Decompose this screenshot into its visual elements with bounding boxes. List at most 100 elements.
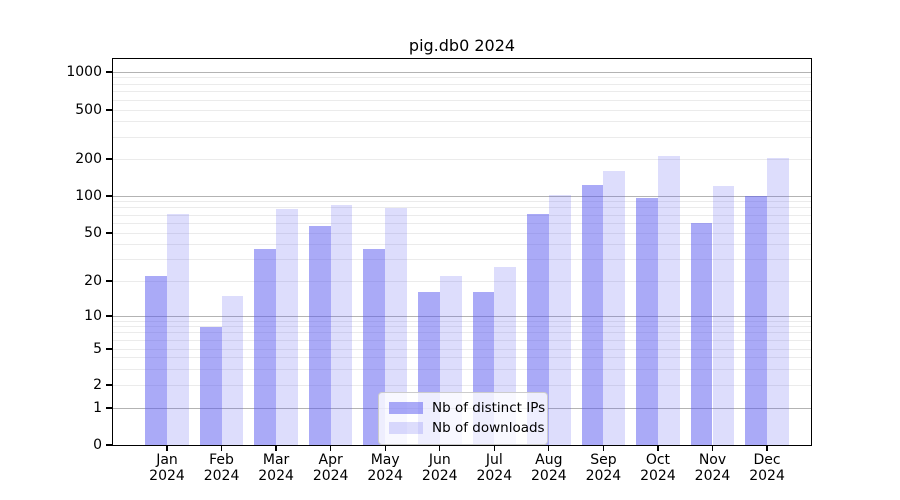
gridline-minor <box>113 109 811 111</box>
bar-downloads-sep <box>603 170 626 445</box>
legend: Nb of distinct IPs Nb of downloads <box>378 392 548 445</box>
bar-downloads-aug <box>548 194 571 445</box>
bar-ips-sep <box>581 184 604 445</box>
bar-downloads-jan <box>167 213 189 445</box>
legend-label-downloads: Nb of downloads <box>432 420 545 436</box>
y-axis-tick <box>106 232 112 234</box>
bar-ips-nov <box>690 223 713 445</box>
x-axis-tick <box>330 446 332 451</box>
y-tick-label: 1 <box>93 400 102 416</box>
x-axis-tick <box>384 446 386 451</box>
y-axis-tick <box>106 158 112 160</box>
bar-downloads-mar <box>276 209 298 445</box>
bar-ips-jan <box>145 276 167 445</box>
bar-ips-oct <box>636 198 658 445</box>
x-tick-label: Dec 2024 <box>749 452 785 484</box>
gridline-minor <box>113 232 811 234</box>
gridline-minor <box>113 201 811 203</box>
y-axis-tick <box>106 109 112 111</box>
y-tick-label: 0 <box>93 437 102 453</box>
gridline-major <box>113 71 811 73</box>
y-tick-label: 50 <box>84 225 102 241</box>
gridline-minor <box>113 348 811 350</box>
gridline-minor <box>113 136 811 138</box>
chart-title: pig.db0 2024 <box>408 36 516 55</box>
x-tick-label: Mar 2024 <box>258 452 294 484</box>
legend-swatch-downloads <box>389 422 423 434</box>
x-axis-tick <box>493 446 495 451</box>
gridline-minor <box>113 83 811 85</box>
y-axis-tick <box>106 407 112 409</box>
bar-ips-feb <box>199 326 222 445</box>
y-tick-label: 500 <box>75 102 102 118</box>
bar-ips-aug <box>527 213 549 445</box>
y-tick-label: 20 <box>84 273 102 289</box>
bar-ips-apr <box>308 226 331 445</box>
gridline-minor <box>113 368 811 370</box>
plot-border <box>112 58 812 446</box>
y-axis-tick <box>106 444 112 446</box>
gridline-minor <box>113 339 811 341</box>
bar-downloads-nov <box>712 186 735 445</box>
x-tick-label: Apr 2024 <box>312 452 349 484</box>
legend-label-distinct-ips: Nb of distinct IPs <box>432 400 546 416</box>
x-axis-tick <box>548 446 550 451</box>
gridline-minor <box>113 91 811 93</box>
y-tick-label: 2 <box>93 377 102 393</box>
y-tick-label: 200 <box>75 151 102 167</box>
legend-item-downloads: Nb of downloads <box>389 418 545 438</box>
y-tick-label: 10 <box>84 308 102 324</box>
x-axis-tick <box>711 446 714 451</box>
gridline-minor <box>113 384 811 386</box>
gridline-major <box>113 195 811 197</box>
gridline-minor <box>113 259 811 261</box>
gridline-minor <box>113 214 811 216</box>
x-axis-tick <box>220 446 223 451</box>
gridline-minor <box>113 332 811 334</box>
legend-item-distinct-ips: Nb of distinct IPs <box>389 398 545 418</box>
gridline-minor <box>113 77 811 79</box>
x-tick-label: Feb 2024 <box>203 452 240 484</box>
y-tick-label: 100 <box>75 188 102 204</box>
bar-ips-mar <box>254 248 277 445</box>
x-tick-label: Oct 2024 <box>640 452 676 484</box>
x-tick-label: Jul 2024 <box>476 452 513 484</box>
gridline-minor <box>113 121 811 123</box>
y-axis-tick <box>106 348 112 350</box>
gridline-minor <box>113 357 811 359</box>
x-tick-label: Nov 2024 <box>694 452 731 484</box>
gridline-minor <box>113 320 811 322</box>
y-axis-tick <box>106 71 112 73</box>
legend-swatch-distinct-ips <box>389 402 423 414</box>
gridline-minor <box>113 280 811 282</box>
x-axis-tick <box>602 446 605 451</box>
x-axis-tick <box>766 446 768 451</box>
bar-downloads-may <box>385 207 407 445</box>
bar-downloads-apr <box>330 204 353 445</box>
bar-ips-dec <box>745 196 768 445</box>
gridline-minor <box>113 207 811 209</box>
gridline-minor <box>113 326 811 328</box>
x-axis-tick <box>275 446 277 451</box>
bar-downloads-dec <box>767 157 789 445</box>
bar-downloads-feb <box>221 295 244 445</box>
gridline-minor <box>113 222 811 224</box>
y-axis-tick <box>106 195 112 197</box>
bar-downloads-oct <box>657 156 680 445</box>
gridline-major <box>113 315 811 317</box>
x-tick-label: Sep 2024 <box>585 452 622 484</box>
y-tick-label: 5 <box>93 341 102 357</box>
gridline-minor <box>113 244 811 246</box>
x-axis-tick <box>439 446 441 451</box>
y-axis-tick <box>106 280 112 282</box>
y-tick-label: 1000 <box>66 64 102 80</box>
y-axis-tick <box>106 315 112 317</box>
gridline-minor <box>113 99 811 101</box>
x-tick-label: Jan 2024 <box>149 452 185 484</box>
x-tick-label: Aug 2024 <box>531 452 567 484</box>
y-axis-tick <box>106 384 112 386</box>
x-axis-tick <box>166 446 168 451</box>
x-tick-label: Jun 2024 <box>421 452 458 484</box>
x-tick-label: May 2024 <box>367 452 403 484</box>
